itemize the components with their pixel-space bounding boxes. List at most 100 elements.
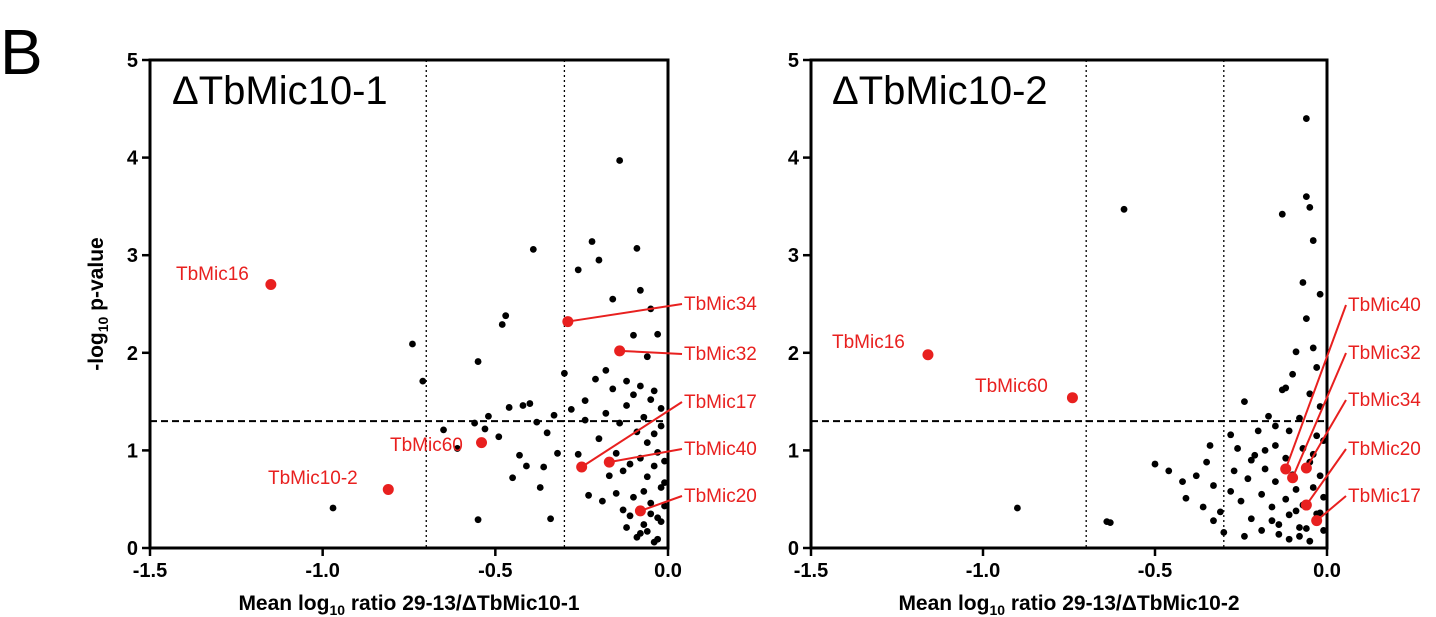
data-point [1206, 442, 1214, 449]
data-point [1292, 486, 1300, 493]
scatter-panel-1: -1.5 -1.0 -0.5 0.0 0 1 2 3 4 5 ΔTbMic10-1 Mean log1… [85, 50, 757, 617]
data-point [1306, 537, 1314, 545]
y-tick-label: 5 [788, 50, 799, 72]
data-point [1241, 398, 1248, 405]
highlight-point [1300, 499, 1312, 511]
highlight-point [1066, 392, 1078, 404]
highlight-point [562, 316, 574, 328]
data-point [1227, 487, 1235, 495]
label-leader-line [581, 401, 683, 468]
x-tick-label: -1.5 [133, 560, 167, 582]
data-point [1285, 427, 1293, 435]
y-tick-label: 0 [788, 538, 799, 560]
data-point [481, 425, 489, 433]
data-point [495, 433, 503, 441]
data-point [1309, 237, 1317, 244]
data-point [1014, 504, 1021, 512]
data-point [630, 493, 637, 501]
label-leader-line [640, 495, 683, 512]
data-point [1210, 517, 1217, 525]
data-point [643, 353, 651, 361]
data-point [1296, 414, 1303, 422]
data-point [1275, 521, 1283, 528]
y-tick-label: 1 [127, 440, 138, 462]
data-point [647, 396, 655, 404]
highlight-label: TbMic32 [1348, 343, 1421, 364]
data-point [1282, 454, 1290, 462]
panel-title: ΔTbMic10-2 [832, 69, 1048, 113]
data-point [1247, 456, 1255, 464]
data-point [474, 358, 482, 365]
data-point [1320, 493, 1327, 501]
data-point [329, 504, 337, 512]
data-point [1237, 497, 1245, 505]
data-point [1247, 515, 1255, 523]
data-point [1302, 115, 1310, 122]
data-point [643, 473, 651, 481]
label-leader-line [619, 349, 683, 355]
data-point [1192, 472, 1200, 480]
data-point [485, 412, 492, 420]
data-point [612, 489, 620, 497]
highlight-point [476, 437, 488, 449]
data-point [640, 487, 648, 495]
data-point [1251, 451, 1259, 459]
highlight-label: TbMic60 [390, 435, 463, 456]
label-leader-line [567, 303, 683, 323]
data-point [543, 429, 551, 437]
data-point [654, 330, 662, 338]
data-point [609, 385, 617, 393]
highlight-point [1287, 472, 1299, 484]
y-tick-label: 4 [788, 148, 800, 170]
data-point [595, 256, 603, 264]
x-axis-title: Mean log10 ratio 29-13/ΔTbMic10-2 [898, 592, 1239, 617]
highlight-point [265, 278, 277, 290]
data-point [1234, 445, 1241, 452]
data-point [1199, 503, 1207, 511]
data-point [554, 449, 561, 457]
data-point [636, 286, 644, 294]
data-point [1320, 527, 1327, 534]
data-point [1268, 503, 1276, 511]
data-point [643, 528, 651, 535]
data-point [1296, 524, 1303, 531]
highlight-label: TbMic20 [684, 486, 757, 507]
data-point [661, 502, 668, 510]
data-point [516, 451, 523, 459]
data-point [540, 463, 548, 471]
highlight-label: TbMic60 [975, 376, 1048, 397]
data-point [1151, 460, 1159, 468]
data-point [650, 430, 658, 438]
data-point [1268, 517, 1276, 525]
data-point [636, 529, 644, 537]
highlight-label: TbMic17 [1348, 486, 1421, 507]
x-tick-label: 0.0 [654, 560, 682, 582]
highlight-point [603, 456, 615, 468]
scatter-panel-2: -1.5 -1.0 -0.5 0.0 0 1 2 3 4 5 ΔTbMic10-2 Mean log1… [788, 50, 1421, 617]
data-point [1165, 467, 1173, 475]
data-point [1316, 290, 1324, 298]
data-point [657, 518, 665, 526]
y-tick-label: 3 [127, 245, 138, 267]
data-point [598, 497, 606, 505]
data-point [1296, 532, 1303, 540]
data-point [1182, 494, 1190, 502]
data-point [440, 426, 447, 434]
y-tick-label: 5 [127, 50, 138, 72]
data-point [1282, 495, 1290, 503]
data-point [574, 266, 582, 274]
data-point [1302, 193, 1310, 201]
data-point [588, 238, 596, 245]
data-point [602, 409, 610, 417]
highlight-label: TbMic32 [684, 344, 757, 365]
data-point [1120, 205, 1128, 213]
y-axis-title: -log10 p-value [85, 237, 111, 370]
data-point [523, 462, 530, 470]
data-point [1230, 467, 1238, 475]
data-point [1309, 484, 1317, 491]
data-point [1313, 432, 1321, 440]
data-point [602, 366, 610, 374]
highlight-point [634, 505, 646, 517]
data-point [1272, 442, 1279, 449]
